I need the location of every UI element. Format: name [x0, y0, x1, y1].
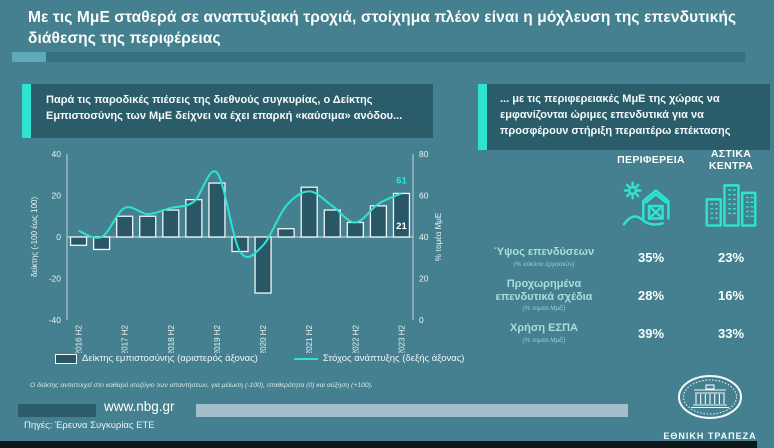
legend-item-line: Στόχος ανάπτυξης (δεξής άξονας): [293, 353, 465, 364]
footer-bar-left: [18, 404, 96, 417]
svg-text:2021 H2: 2021 H2: [305, 324, 314, 353]
value-ypsos-astika: 23%: [717, 249, 745, 265]
legend-label-line: Στόχος ανάπτυξης (δεξής άξονας): [322, 353, 465, 364]
svg-text:2022 H2: 2022 H2: [351, 324, 360, 353]
row-label-proxorimena-sxedia: Προχωρημένα επενδυτικά σχέδια (% τομέα Μ…: [495, 278, 593, 312]
svg-text:2018 H2: 2018 H2: [167, 324, 176, 353]
confidence-chart: 40 20 0 -20 -40 80 60 40 20 0 δείκτης (-100 έως 10…: [25, 148, 455, 355]
svg-text:40: 40: [419, 232, 429, 242]
value-ypsos-perifereia: 35%: [637, 249, 665, 265]
legend-label-bars: Δείκτης εμπιστοσύνης (αριστερός άξονας): [82, 353, 258, 364]
line-swatch-icon: [293, 357, 318, 360]
svg-text:2020 H2: 2020 H2: [259, 324, 268, 353]
svg-text:80: 80: [419, 149, 429, 159]
svg-text:2016 H2: 2016 H2: [75, 324, 84, 353]
title-divider: [12, 52, 745, 62]
nbg-logo-emblem-icon: [678, 375, 742, 419]
column-header-astika-kentra: ΑΣΤΙΚΑ ΚΕΝΤΡΑ: [708, 148, 754, 172]
value-espa-astika: 33%: [717, 325, 745, 341]
icon-spacer: [478, 172, 610, 238]
svg-text:20: 20: [419, 274, 429, 284]
value-sxedia-perifereia: 28%: [637, 287, 665, 303]
footer-bar-right: [196, 404, 628, 417]
svg-text:0: 0: [419, 315, 424, 325]
title-divider-accent: [12, 52, 46, 62]
left-callout-text: Παρά τις παροδικές πιέσεις της διεθνούς …: [46, 94, 403, 122]
svg-text:-40: -40: [49, 315, 62, 325]
chart-svg: 40 20 0 -20 -40 80 60 40 20 0 δείκτης (-100 έως 10…: [30, 149, 443, 355]
row-label-xrisi-espa: Χρήση ΕΣΠΑ (% τομέα ΜμΕ): [510, 322, 578, 344]
bar-swatch-icon: [55, 353, 77, 364]
svg-text:61: 61: [396, 175, 407, 186]
svg-text:-20: -20: [49, 274, 62, 284]
row-label-ypsos-ependyseon: Ύψος επενδύσεων (% κύκλου εργασιών): [493, 246, 595, 268]
legend-item-bars: Δείκτης εμπιστοσύνης (αριστερός άξονας): [55, 353, 258, 364]
bottom-strip: [0, 441, 757, 448]
nbg-logo: ΕΘΝΙΚΗ ΤΡΑΠΕΖΑ: [652, 372, 768, 441]
svg-text:40: 40: [52, 149, 62, 159]
svg-text:21: 21: [396, 221, 407, 232]
table-corner: [478, 148, 610, 172]
regional-comparison-table: ΠΕΡΙΦΕΡΕΙΑ ΑΣΤΙΚΑ ΚΕΝΤΡΑ: [478, 148, 770, 352]
svg-text:2019 H2: 2019 H2: [213, 324, 222, 353]
value-espa-perifereia: 39%: [637, 325, 665, 341]
chart-footnote: Ο δείκτης αντιστοιχεί στο καθαρό ισοζύγι…: [30, 382, 373, 389]
right-callout-accent-bar: [478, 84, 487, 150]
svg-text:2017 H2: 2017 H2: [121, 324, 130, 353]
svg-text:60: 60: [419, 191, 429, 201]
right-callout: ... με τις περιφερειακές ΜμΕ της χώρας ν…: [478, 84, 770, 150]
chart-legend: Δείκτης εμπιστοσύνης (αριστερός άξονας) …: [55, 353, 464, 364]
right-callout-text: ... με τις περιφερειακές ΜμΕ της χώρας ν…: [500, 93, 731, 137]
left-callout-accent-bar: [22, 84, 31, 138]
svg-text:20: 20: [52, 191, 62, 201]
slide-title: Με τις ΜμΕ σταθερά σε αναπτυξιακή τροχιά…: [28, 9, 737, 47]
website-link[interactable]: www.nbg.gr: [104, 399, 175, 414]
left-callout: Παρά τις παροδικές πιέσεις της διεθνούς …: [22, 84, 433, 138]
svg-text:2023 H2: 2023 H2: [397, 324, 406, 353]
value-sxedia-astika: 16%: [717, 287, 745, 303]
sources-text: Πηγές: Έρευνα Συγκυρίας ΕΤΕ: [24, 420, 155, 431]
farm-icon: [610, 172, 692, 238]
svg-text:% τομέα ΜμΕ: % τομέα ΜμΕ: [434, 213, 443, 261]
city-buildings-icon: [692, 172, 770, 238]
svg-text:δείκτης (-100 έως 100): δείκτης (-100 έως 100): [30, 197, 39, 278]
svg-text:0: 0: [56, 232, 61, 242]
nbg-logo-text: ΕΘΝΙΚΗ ΤΡΑΠΕΖΑ: [663, 431, 757, 441]
column-header-perifereia: ΠΕΡΙΦΕΡΕΙΑ: [617, 154, 685, 166]
